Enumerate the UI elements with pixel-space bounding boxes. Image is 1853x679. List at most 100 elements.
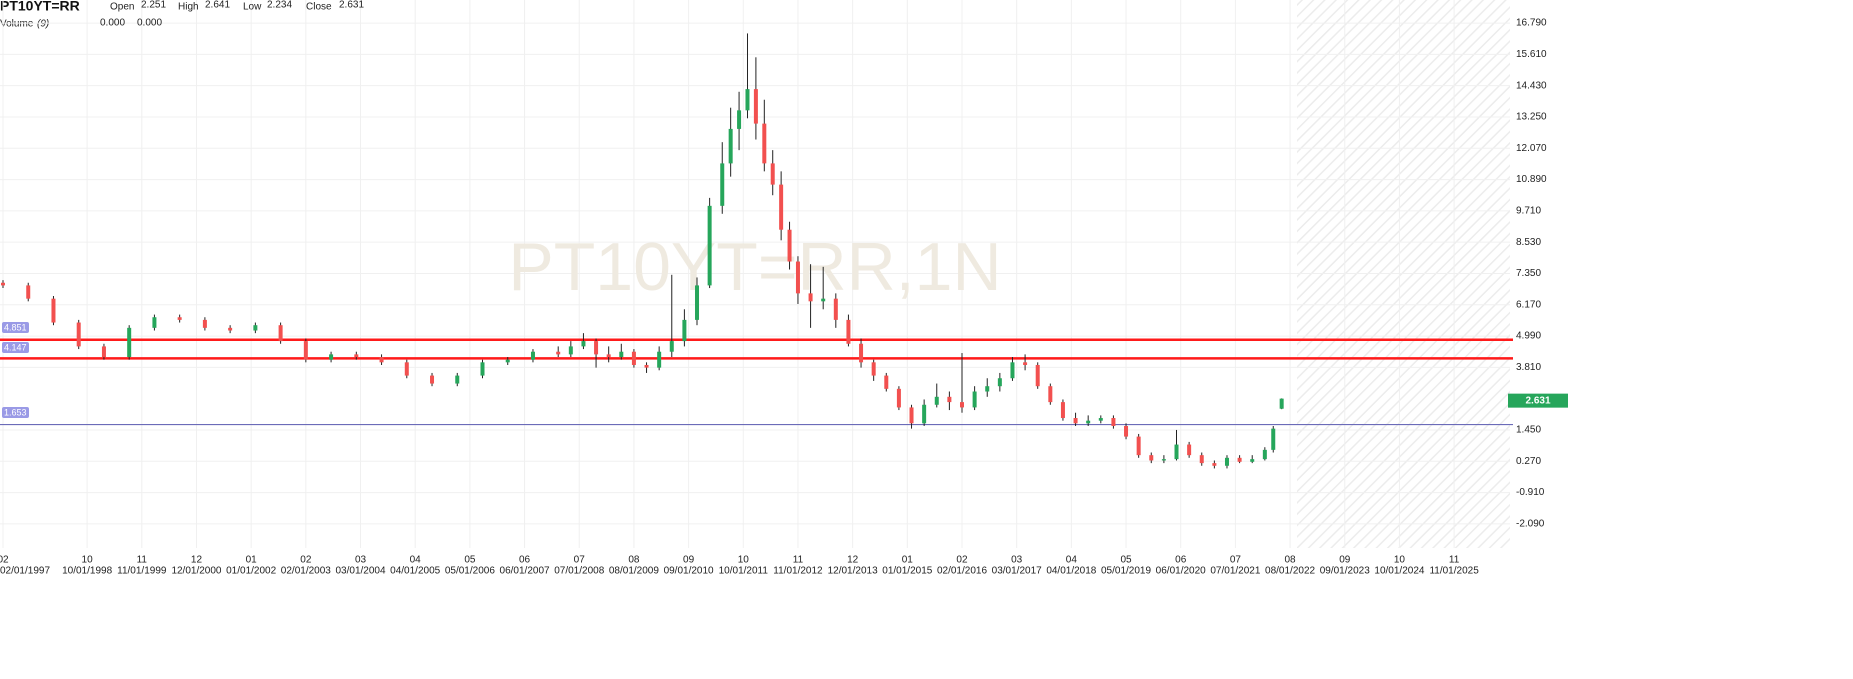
y-tick-label: 15.610 (1516, 49, 1547, 60)
candle-body (505, 359, 510, 363)
x-tick-date: 08/01/2022 (1265, 566, 1315, 577)
candle-body (997, 378, 1002, 387)
x-tick-label: 04 (410, 555, 422, 566)
x-tick-date: 02/01/2016 (937, 566, 987, 577)
x-tick-date: 03/01/2004 (335, 566, 385, 577)
y-tick-label: 7.350 (1516, 268, 1541, 279)
candle-body (1136, 436, 1141, 456)
price-badge-label: 2.631 (1525, 395, 1550, 406)
x-tick-date: 06/01/2007 (500, 566, 550, 577)
volume-label: Volume (0, 19, 34, 30)
y-tick-label: -2.090 (1516, 519, 1545, 530)
candle-body (846, 319, 851, 344)
candle-body (303, 341, 308, 360)
volume-period: (9) (37, 19, 49, 30)
y-tick-label: 9.710 (1516, 206, 1541, 217)
x-tick-date: 05/01/2006 (445, 566, 495, 577)
ohlc-value: 2.641 (205, 0, 230, 11)
x-tick-date: 04/01/2018 (1046, 566, 1096, 577)
x-tick-date: 10/01/2011 (719, 566, 769, 577)
x-tick-date: 07/01/2008 (554, 566, 604, 577)
x-tick-label: 04 (1066, 555, 1078, 566)
candle-body (1279, 398, 1284, 409)
candle-body (1035, 364, 1040, 387)
candle-body (1187, 444, 1192, 456)
candle-body (695, 285, 700, 320)
candle-body (707, 205, 712, 286)
candle-body (1250, 459, 1255, 462)
candle-body (101, 346, 106, 358)
x-tick-date: 03/01/2017 (992, 566, 1042, 577)
candle-body (594, 341, 599, 355)
candle-body (972, 391, 977, 408)
watermark: PT10YT=RR,1N (508, 229, 1001, 305)
x-tick-date: 12/01/2013 (828, 566, 878, 577)
candle-body (737, 110, 742, 129)
candle-body (859, 343, 864, 363)
x-tick-label: 05 (464, 555, 476, 566)
candle-body (530, 351, 535, 360)
volume-value: 0.000 (100, 18, 125, 29)
candle-body (202, 319, 207, 328)
x-tick-label: 10 (82, 555, 94, 566)
x-tick-label: 12 (191, 555, 203, 566)
x-tick-label: 11 (1449, 555, 1460, 566)
candle-body (1237, 457, 1242, 462)
candle-body (177, 317, 182, 320)
x-tick-date: 02/01/2003 (281, 566, 331, 577)
candle-body (985, 386, 990, 392)
x-tick-date: 01/01/2015 (882, 566, 932, 577)
x-tick-label: 07 (574, 555, 586, 566)
candle-body (1124, 425, 1129, 437)
x-tick-date: 06/01/2020 (1156, 566, 1206, 577)
candle-body (278, 325, 283, 342)
x-tick-date: 11/01/1999 (117, 566, 167, 577)
x-tick-date: 04/01/2005 (390, 566, 440, 577)
candle-body (753, 89, 758, 124)
x-tick-label: 08 (628, 555, 640, 566)
candle-body (833, 298, 838, 320)
candle-body (669, 341, 674, 352)
line-badge (2, 342, 29, 353)
candle-body (808, 293, 813, 302)
x-tick-date: 05/01/2019 (1101, 566, 1151, 577)
candle-body (354, 354, 359, 358)
candle-body (1023, 362, 1028, 365)
y-tick-label: 13.250 (1516, 112, 1547, 123)
y-tick-label: 6.170 (1516, 299, 1541, 310)
x-tick-label: 09 (683, 555, 695, 566)
price-badge (1508, 393, 1568, 408)
x-tick-label: 02 (300, 555, 312, 566)
future-area (1297, 0, 1510, 548)
x-tick-label: 12 (847, 555, 859, 566)
candle-body (1262, 449, 1267, 460)
candle-body (644, 364, 649, 368)
x-tick-label: 07 (1230, 555, 1242, 566)
y-tick-label: 14.430 (1516, 80, 1547, 91)
x-tick-label: 11 (793, 555, 804, 566)
candle-body (1149, 455, 1154, 461)
candle-body (480, 362, 485, 376)
candle-body (934, 396, 939, 405)
x-tick-label: 02 (956, 555, 968, 566)
line-badge (2, 407, 29, 418)
x-tick-label: 06 (1175, 555, 1187, 566)
ohlc-label: Open (110, 2, 134, 13)
x-tick-label: 01 (902, 555, 914, 566)
x-tick-label: 06 (519, 555, 531, 566)
x-tick-label: 03 (1011, 555, 1023, 566)
candle-body (1271, 428, 1276, 450)
y-tick-label: 4.990 (1516, 331, 1541, 342)
x-tick-date: 12/01/2000 (171, 566, 221, 577)
candle-body (795, 261, 800, 294)
candle-body (404, 362, 409, 376)
candle-body (76, 322, 81, 347)
candle-body (682, 319, 687, 342)
candle-body (745, 89, 750, 111)
x-tick-date: 02/01/1997 (0, 566, 50, 577)
x-tick-date: 08/01/2009 (609, 566, 659, 577)
candle-body (631, 351, 636, 365)
candle-body (821, 298, 826, 302)
x-tick-date: 11/01/2025 (1429, 566, 1479, 577)
